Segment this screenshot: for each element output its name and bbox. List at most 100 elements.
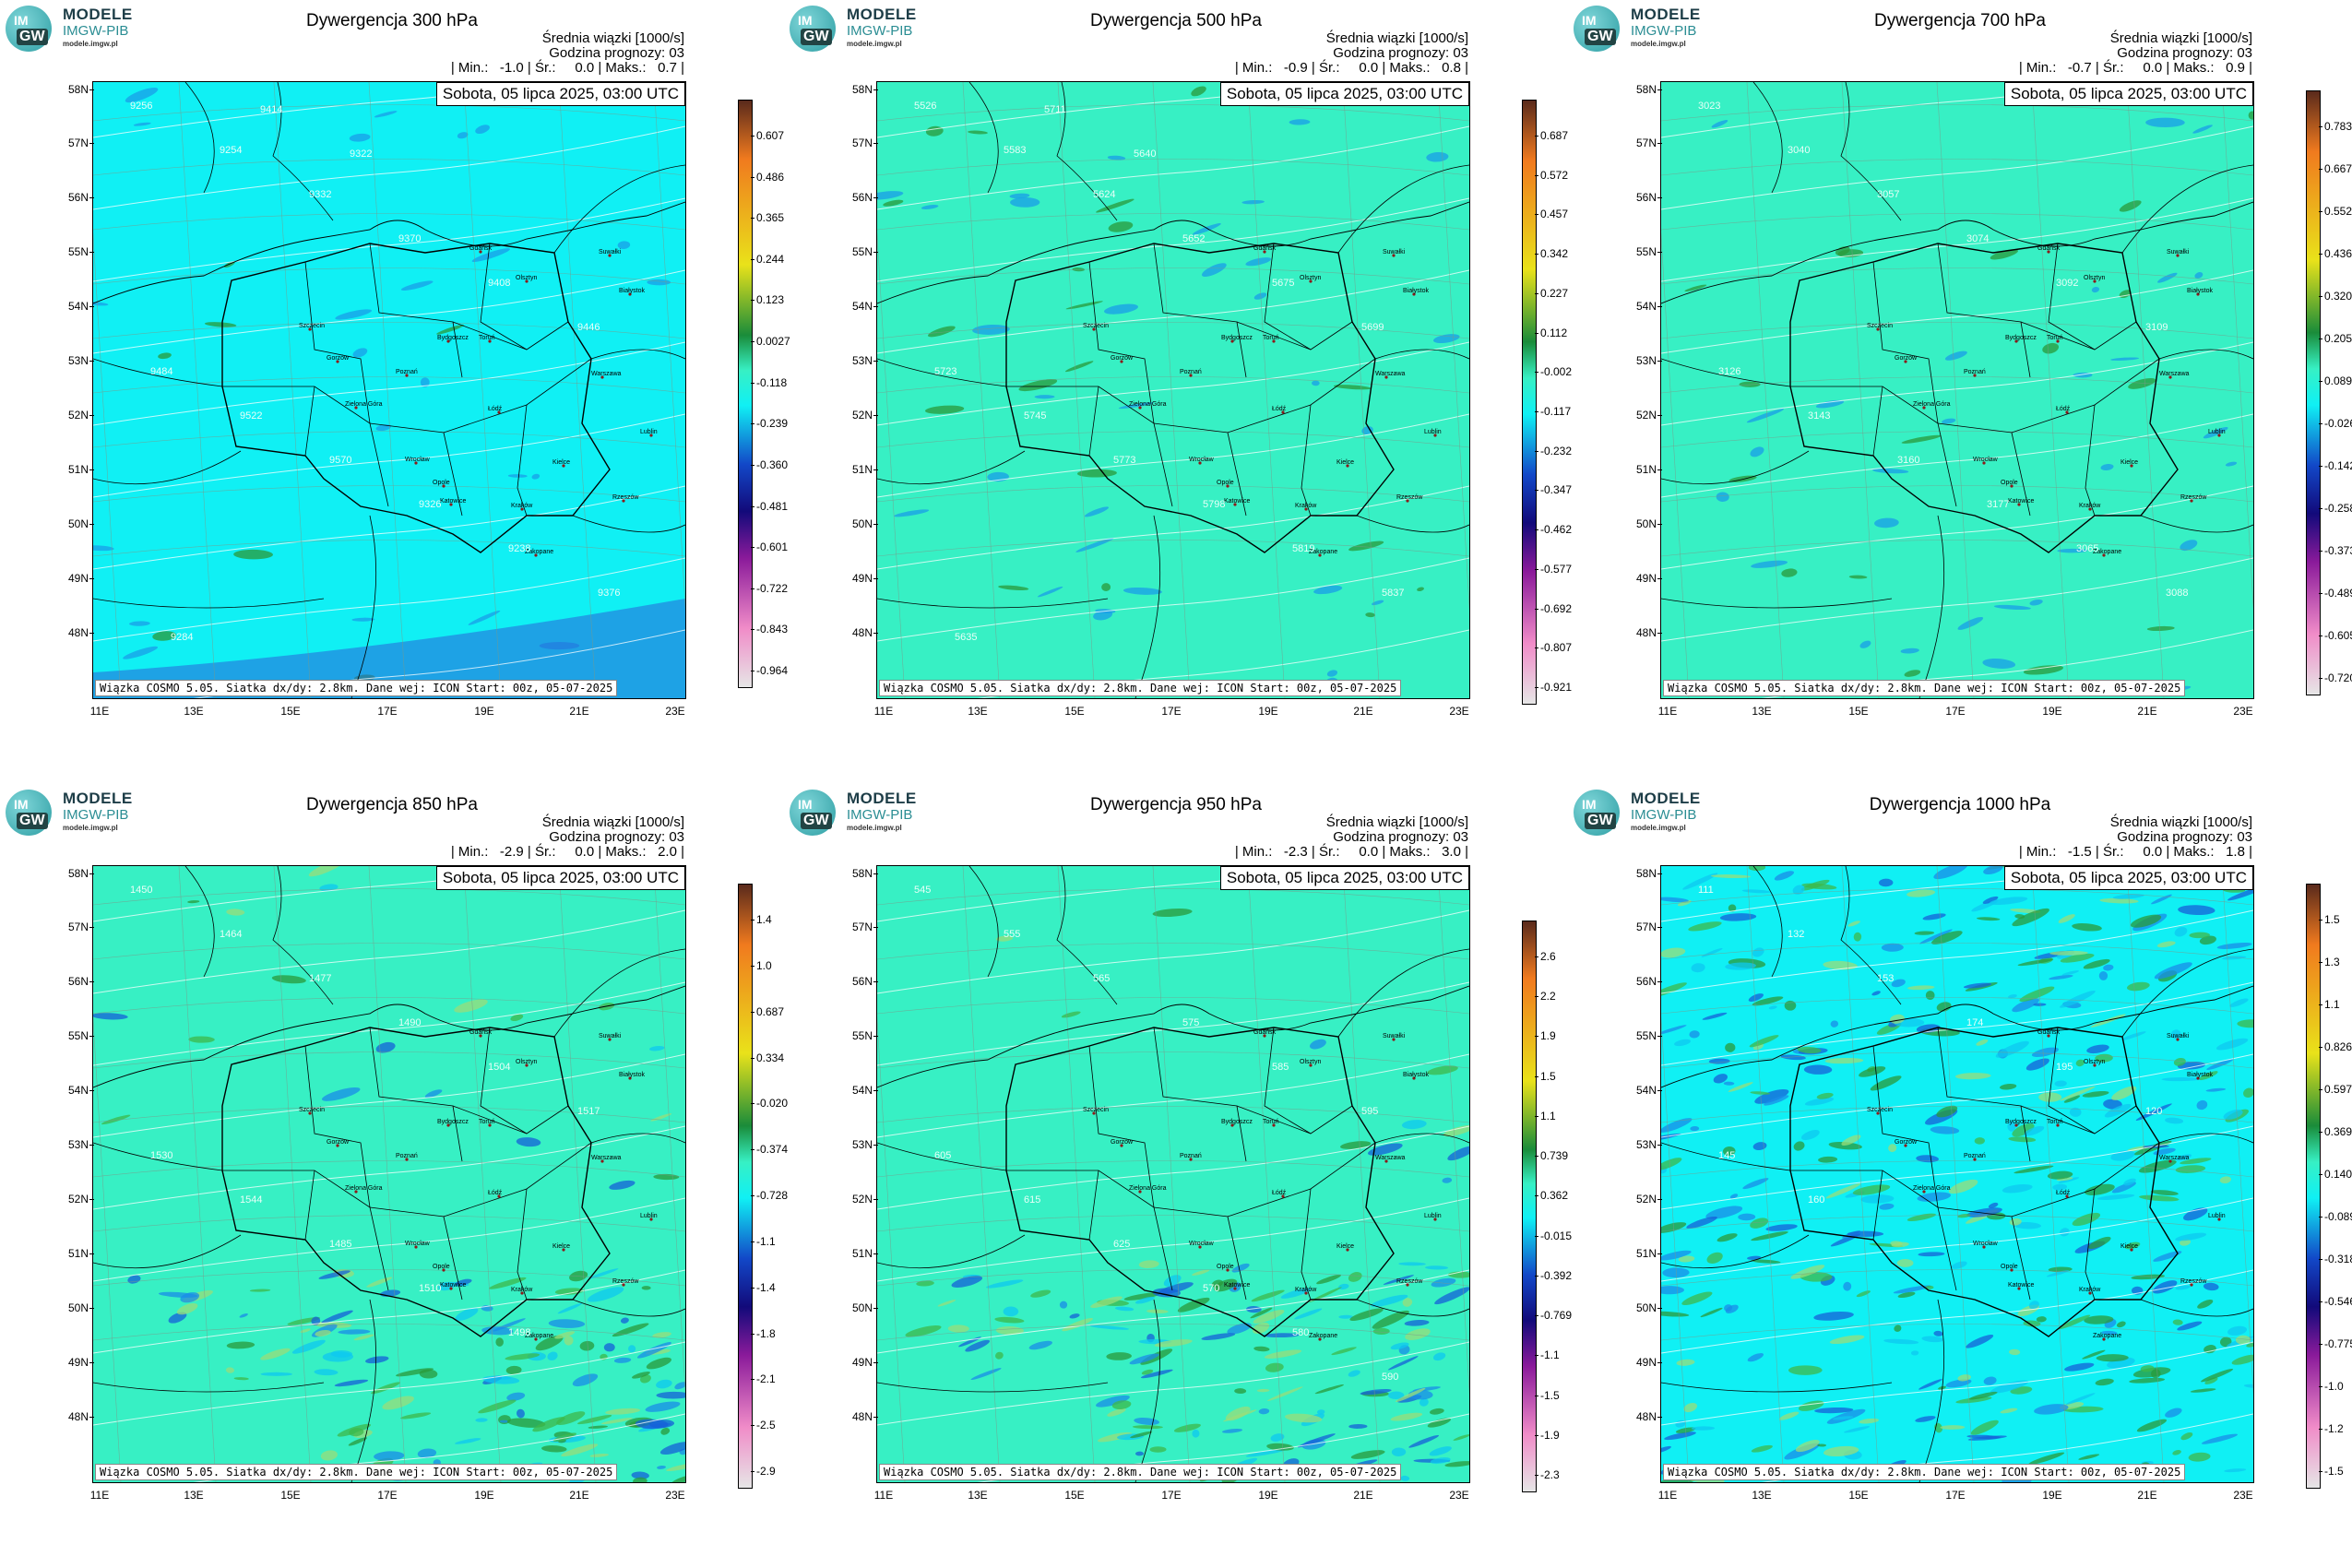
city-dot — [1092, 1111, 1096, 1115]
isoline-label: 9522 — [240, 410, 263, 422]
divergence-patch — [1444, 1461, 1469, 1467]
longitude-label: 21E — [1353, 1489, 1373, 1502]
divergence-patch — [1312, 380, 1320, 386]
city-dot — [622, 1283, 625, 1287]
longitude-label: 19E — [474, 705, 494, 718]
divergence-patch — [1976, 1039, 1989, 1046]
divergence-patch — [1430, 1457, 1451, 1465]
city-dot — [1230, 1123, 1234, 1127]
latitude-label: 57N — [1623, 921, 1662, 933]
divergence-patch — [1750, 1091, 1770, 1095]
divergence-patch — [2173, 1057, 2186, 1066]
latitude-label: 58N — [839, 83, 878, 96]
colorbar-tick-label: -0.728 — [750, 1189, 789, 1202]
voivodeship-border — [222, 1142, 592, 1218]
isoline-label: 5745 — [1024, 410, 1047, 422]
city-dot — [1318, 1337, 1322, 1341]
colorbar-tick-label: -2.5 — [751, 1419, 776, 1432]
divergence-patch — [1803, 1064, 1833, 1075]
divergence-patch — [994, 1316, 1025, 1324]
divergence-patch — [1154, 1339, 1193, 1348]
divergence-patch — [2058, 1177, 2080, 1183]
isoline-label: 9326 — [419, 499, 442, 510]
divergence-patch — [1686, 1216, 1717, 1229]
divergence-patch — [2054, 1080, 2067, 1087]
city-dot — [2190, 1283, 2193, 1287]
divergence-patch — [226, 909, 245, 916]
longitude-label: 13E — [1752, 1489, 1772, 1502]
city-label: Opole — [1217, 1264, 1234, 1270]
graticule-longitude — [93, 231, 122, 698]
divergence-patch — [1691, 963, 1705, 973]
divergence-patch — [129, 621, 150, 626]
graticule-latitude — [93, 431, 685, 448]
divergence-patch — [1163, 1275, 1182, 1287]
graticule-latitude — [93, 1324, 685, 1341]
city-dot — [1412, 292, 1416, 296]
isoline — [93, 413, 685, 498]
neighbour-border — [590, 1133, 685, 1144]
graticule-latitude — [1661, 1160, 2253, 1178]
graticule-latitude — [1661, 943, 2253, 960]
city-label: Szczecin — [299, 323, 326, 329]
city-label: Rzeszów — [612, 1278, 639, 1285]
divergence-patch — [1778, 1411, 1800, 1420]
voivodeship-border — [1088, 1045, 1155, 1208]
longitude-label: 13E — [968, 705, 988, 718]
latitude-label: 54N — [839, 1084, 878, 1097]
city-label: Toruń — [479, 335, 495, 341]
divergence-patch — [646, 1357, 672, 1370]
divergence-patch — [1800, 879, 1830, 891]
divergence-patch — [1395, 1387, 1426, 1403]
city-dot — [2168, 1159, 2172, 1163]
panel-title: Dywergencja 700 hPa — [1874, 11, 2046, 30]
divergence-patch — [1833, 1416, 1854, 1420]
divergence-patch — [1061, 1011, 1081, 1018]
divergence-patch — [2124, 1241, 2141, 1250]
neighbour-border — [877, 598, 1109, 609]
divergence-patch — [1372, 600, 1384, 606]
divergence-patch — [2052, 1183, 2068, 1191]
city-dot — [414, 461, 418, 465]
colorbar-tick-label: 0.112 — [1534, 326, 1568, 339]
isoline-label: 555 — [1004, 929, 1021, 940]
city-label: Łódź — [1272, 1190, 1287, 1196]
map-area: Gdańsk Olsztyn Białystok Szczecin Bydgoszcz T… — [1660, 81, 2254, 699]
isoline-label: 9284 — [171, 632, 194, 643]
longitude-label: 17E — [377, 1489, 398, 1502]
divergence-patch — [318, 1270, 350, 1279]
city-label: Olsztyn — [1300, 275, 1322, 281]
divergence-patch — [2126, 981, 2150, 992]
divergence-patch — [1173, 1423, 1201, 1432]
divergence-patch — [457, 132, 469, 139]
isoline-label: 9414 — [260, 104, 283, 115]
divergence-patch — [1313, 585, 1343, 595]
divergence-patch — [1907, 985, 1935, 991]
divergence-patch — [1859, 640, 1871, 648]
longitude-label: 19E — [474, 1489, 494, 1502]
divergence-patch — [2151, 1190, 2179, 1196]
divergence-patch — [2146, 625, 2175, 632]
divergence-patch — [1921, 1336, 1944, 1343]
divergence-patch — [1349, 1308, 1384, 1321]
ensemble-label: Średnia wiązki [1000/s] — [1325, 30, 1468, 46]
logo-line1: MODELE — [1631, 790, 1701, 807]
divergence-patch — [649, 1045, 665, 1051]
city-dot — [1922, 406, 1926, 410]
divergence-patch — [1661, 1445, 1671, 1454]
colorbar-tick-label: 0.0027 — [751, 335, 790, 349]
model-footer: Wiązka COSMO 5.05. Siatka dx/dy: 2.8km. … — [1663, 1464, 2186, 1480]
voivodeship-border — [1088, 386, 1312, 517]
divergence-patch — [1801, 1130, 1820, 1141]
latitude-label: 54N — [1623, 300, 1662, 313]
divergence-patch — [1722, 1146, 1736, 1157]
city-label: Bydgoszcz — [1221, 335, 1253, 341]
city-label: Warszawa — [1375, 371, 1406, 377]
neighbour-border — [2158, 1133, 2253, 1144]
divergence-patch — [1093, 610, 1113, 621]
city-dot — [2217, 434, 2221, 437]
neighbour-border — [93, 598, 325, 609]
imgw-logo: IM GW MODELE IMGW-PIB modele.imgw.pl — [6, 6, 144, 52]
divergence-patch — [1417, 587, 1424, 592]
graticule-latitude — [877, 1269, 1469, 1287]
